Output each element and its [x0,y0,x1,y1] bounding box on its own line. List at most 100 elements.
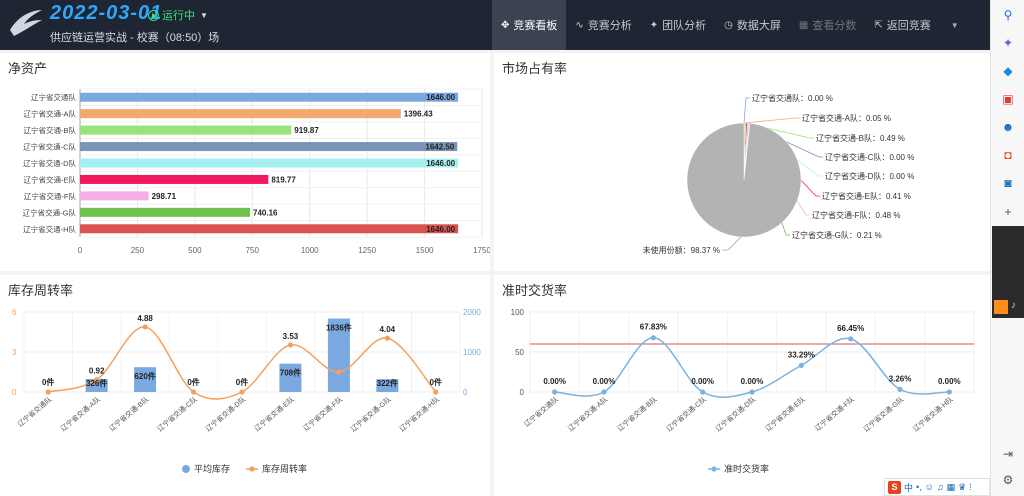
avatar-icon [994,300,1008,314]
x-tick-label: 辽宁省交通队 [522,395,560,429]
nav-item-2[interactable]: ✦ 团队分析 [641,0,715,50]
nav-icon-0: ✥ [501,19,510,31]
inventory-bar-label: 326件 [86,378,107,388]
keyboard-icon[interactable]: ▦ [946,481,956,492]
pie-label: 辽宁省交通-E队：0.41 % [822,191,911,201]
nav-label: 数据大屏 [736,20,781,32]
sparkle-icon[interactable]: ✦ [1002,36,1014,50]
emoji-icon[interactable]: ☺ [924,482,934,492]
pie-label: 辽宁省交通-A队：0.05 % [802,113,891,123]
x-tick-label: 辽宁省交通-G队 [861,395,905,434]
net-assets-panel: 净资产 0 250 500 750 1000 1250 1500 1750 辽宁省交通队 1646… [0,53,490,271]
bar [80,158,459,168]
y-tick-label: 辽宁省交通-A队 [24,109,77,119]
on-time-title: 准时交货率 [502,283,568,298]
tools-icon[interactable]: ⁞ [969,482,972,492]
sogou-icon[interactable]: S [888,480,901,494]
turnover-point [287,342,294,348]
on-time-label: 0.00% [691,377,714,386]
nav-icon-1: ∿ [575,19,584,31]
outlook-icon[interactable]: ◙ [1004,176,1012,190]
on-time-point [700,389,706,395]
people-icon[interactable]: ☻ [1001,120,1015,134]
y-tick-label: 辽宁省交通-E队 [24,174,77,184]
net-assets-title: 净资产 [8,61,48,76]
legend-label: 平均库存 [194,463,230,474]
pie-label: 未使用份额：98.37 % [643,245,720,255]
on-time-point [552,389,558,395]
nav-label: 竞赛看板 [513,20,558,32]
bar [80,109,401,119]
x-tick-label: 0 [78,246,83,255]
plus-icon[interactable]: + [1004,205,1012,219]
bar-value-label: 1646.00 [426,225,455,234]
legend-marker [249,466,255,472]
inventory-bar-label: 322件 [377,378,398,388]
market-share-title: 市场占有率 [502,61,568,76]
nav-label: 查看分数 [812,20,857,32]
turnover-point [94,377,100,383]
nav-icon-2: ✦ [649,19,659,31]
settings-icon[interactable]: ⚙ [1002,473,1014,487]
turnover-point [384,335,390,341]
bar-value-label: 1646.00 [426,159,455,168]
y-tick-label: 辽宁省交通-D队 [23,158,76,168]
x-tick-label: 辽宁省交通-F队 [301,395,344,433]
toolbox-icon[interactable]: ▣ [1002,92,1014,106]
y-left-tick: 0 [12,388,17,397]
nav-more-icon[interactable]: ▼ [950,20,959,30]
turnover-point [336,369,342,375]
bar [80,207,251,217]
top-bar: 2022-03-01 运行中 ▼ 供应链运营实战 - 校赛（08:50）场 ✥ 竞… [0,0,990,50]
x-tick-label: 500 [188,246,202,255]
pie-label: 辽宁省交通-C队：0.00 % [825,152,914,162]
punct-icon[interactable]: •, [916,482,922,492]
bar-value-label: 919.87 [294,126,319,135]
inventory-bar [376,379,399,392]
logo-icon [10,10,42,36]
skin-icon[interactable]: ♛ [958,481,967,492]
bar-value-label: 1396.43 [404,110,433,119]
nav-item-0[interactable]: ✥ 竞赛看板 [492,0,567,50]
x-tick-label: 1750 [473,246,490,255]
inventory-bar-label: 1836件 [326,323,352,333]
inventory-turnover-title: 库存周转率 [8,283,74,298]
inventory-bar [327,318,350,392]
nav-item-4[interactable]: ▦ 查看分数 [790,0,865,50]
on-time-label: 0.00% [593,377,616,386]
turnover-point [142,324,148,330]
inventory-bar-label: 0件 [430,377,442,387]
on-time-point [601,389,607,395]
on-time-label: 67.83% [640,323,667,332]
status-label: 运行中 [162,10,195,22]
y-tick-label: 辽宁省交通-F队 [24,191,77,201]
match-subtitle: 供应链运营实战 - 校赛（08:50）场 [50,32,220,44]
pie-leader [722,236,742,251]
nav-item-3[interactable]: ◷ 数据大屏 [715,0,790,50]
x-tick-label: 辽宁省交通-G队 [349,395,393,434]
bar-value-label: 298.71 [152,192,177,201]
legend-label: 准时交货率 [724,463,769,474]
inventory-bar-label: 0件 [187,377,199,387]
nav-item-1[interactable]: ∿ 竞赛分析 [566,0,640,50]
inventory-bar [134,367,157,392]
mic-icon[interactable]: ♪ [1011,300,1016,311]
x-tick-label: 辽宁省交通-H队 [397,395,441,434]
on-time-label: 0.00% [741,377,764,386]
x-tick-label: 1000 [301,246,319,255]
voice-icon[interactable]: ♫ [936,482,944,492]
ime-mode[interactable]: 中 [904,482,914,493]
y-left-tick: 6 [12,308,17,317]
search-icon[interactable]: ⚲ [1003,8,1013,22]
office-icon[interactable]: ◘ [1004,148,1012,162]
y-tick-label: 辽宁省交通-B队 [24,125,77,135]
nav-item-5[interactable]: ⇱ 返回竞赛 [865,0,939,50]
status-dropdown[interactable]: 运行中 ▼ [148,7,208,23]
nav-icon-5: ⇱ [874,19,883,31]
nav-icon-3: ◷ [724,19,733,31]
inventory-bar-label: 708件 [280,368,301,378]
turnover-label: 0.92 [89,367,105,376]
nav-label: 竞赛分析 [587,20,632,32]
exit-icon[interactable]: ⇥ [1002,447,1014,461]
tag-icon[interactable]: ◆ [1003,64,1013,78]
